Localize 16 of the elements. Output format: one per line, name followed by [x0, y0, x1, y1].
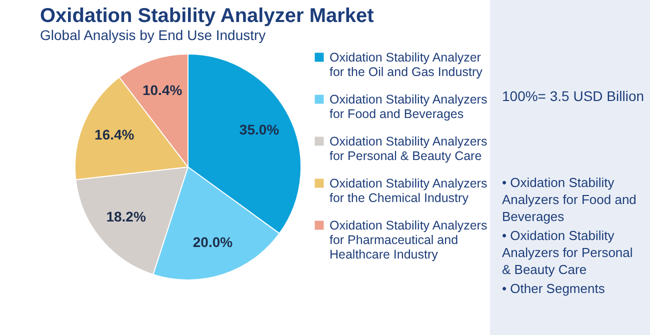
data-label: 20.0% [192, 234, 234, 250]
data-label: 35.0% [239, 122, 280, 138]
data-label: 16.4% [94, 126, 135, 143]
legend-label: Oxidation Stability Analyzers for Personal & Beauty Care [330, 134, 488, 163]
text: • Other Segments [502, 280, 606, 297]
data-label: 10.4% [142, 82, 183, 98]
text: 100%= 3.5 USD Billion [502, 88, 644, 104]
legend-label: Oxidation Stability Analyzer for the Oil and Gas Industry [330, 50, 484, 79]
chart-subtitle: Global Analysis by End Use Industry [40, 27, 266, 43]
legend-label: Oxidation Stability Analyzers for the Chemical Industry [330, 176, 488, 205]
legend-label: Oxidation Stability Analyzers for Pharmaceutical and Healthcare Industry [330, 218, 488, 262]
text: • Oxidation Stability Analyzers for Food and Beverages [502, 174, 638, 225]
chart-title: Oxidation Stability Analyzer Market [40, 5, 374, 27]
text: • Oxidation Stability Analyzers for Personal & Beauty Care [502, 227, 634, 278]
data-label: 18.2% [106, 208, 146, 225]
legend-label: Oxidation Stability Analyzers for Food and Beverages [330, 92, 488, 121]
